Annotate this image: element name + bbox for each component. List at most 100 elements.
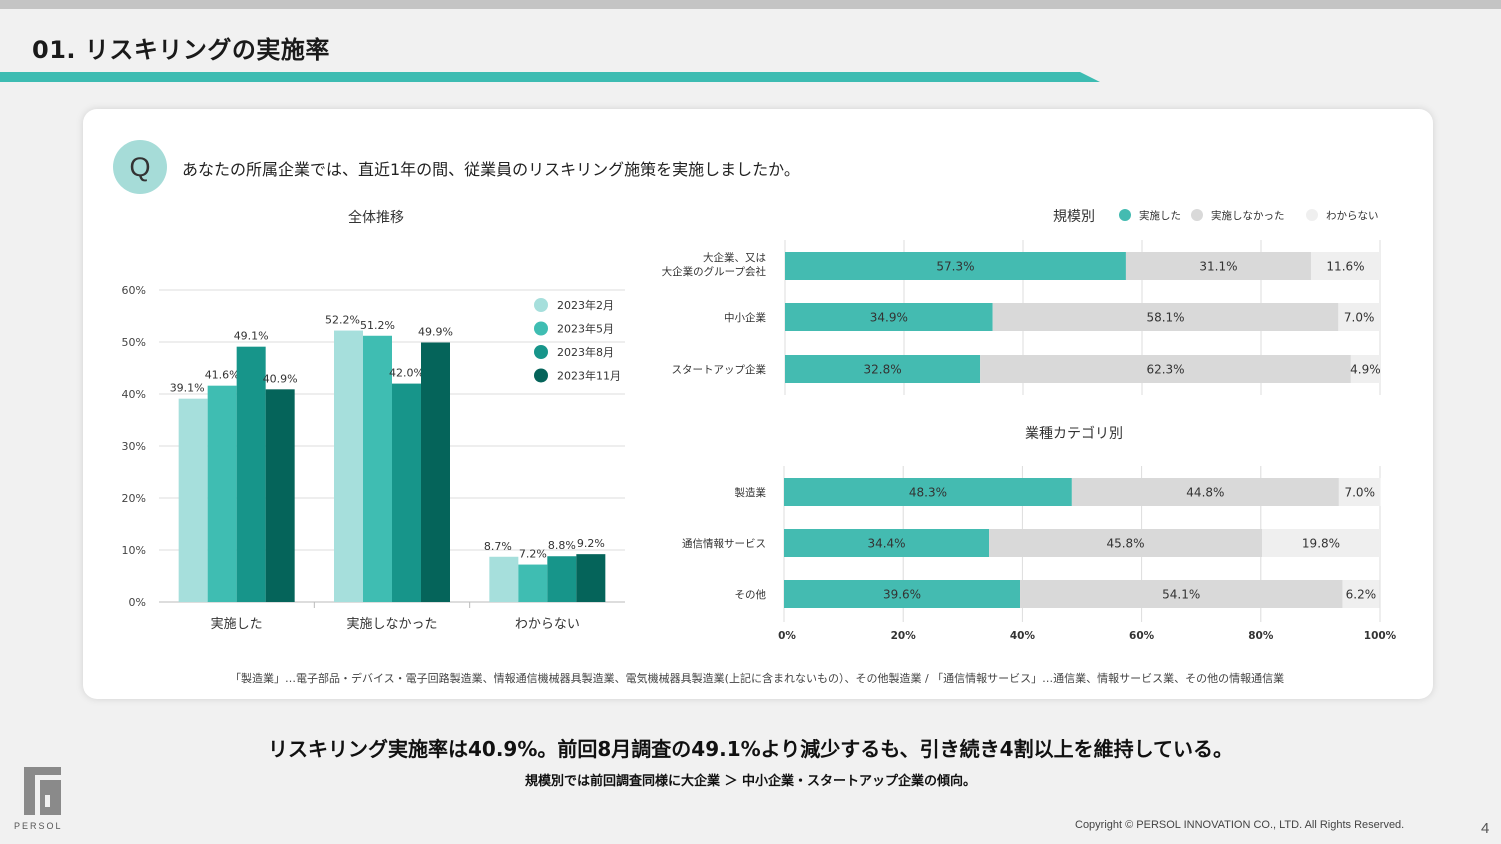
chart1-bar (392, 383, 421, 602)
chart1-data-label: 51.2% (360, 319, 395, 332)
chart1-ytick-label: 10% (122, 544, 146, 557)
chart1-data-label: 49.1% (234, 330, 269, 343)
chart1-ytick-label: 40% (122, 388, 146, 401)
chart1-ytick-label: 30% (122, 440, 146, 453)
chart1-bar (178, 398, 208, 602)
chart1-bar (334, 330, 363, 602)
chart2-category-label: 大企業のグループ会社 (662, 265, 767, 278)
chart3-category-label: 通信情報サービス (682, 537, 766, 550)
chart1-ytick-label: 60% (122, 284, 146, 297)
chart2-bar-segment (992, 303, 1339, 331)
chart1-bar (363, 335, 392, 602)
chart1-bar (265, 389, 295, 602)
chart1-bar (489, 556, 519, 602)
chart1-legend-marker (534, 368, 548, 383)
footnote: 「製造業」…電子部品・デバイス・電子回路製造業、情報通信機械器具製造業、電気機械… (230, 672, 1285, 685)
chart1-bar (236, 346, 266, 602)
chart3-data-label: 6.2% (1346, 588, 1377, 602)
chart2-legend-marker (1191, 209, 1203, 221)
chart1-ytick-label: 0% (129, 596, 146, 609)
chart1-data-label: 9.2% (577, 537, 605, 550)
chart3-bar-segment (1261, 529, 1380, 557)
chart1-data-label: 49.9% (418, 326, 453, 339)
chart3-xtick-label: 80% (1248, 630, 1274, 642)
chart1-bar (547, 556, 577, 602)
chart1-data-label: 41.6% (205, 369, 240, 382)
chart2-data-label: 62.3% (1146, 363, 1184, 377)
chart1-bar (421, 342, 450, 602)
chart2-data-label: 7.0% (1344, 311, 1375, 325)
chart3-data-label: 48.3% (909, 486, 947, 500)
question-text: あなたの所属企業では、直近1年の間、従業員のリスキリング施策を実施しましたか。 (182, 160, 800, 179)
chart2-data-label: 58.1% (1146, 311, 1184, 325)
chart2-bar-segment (785, 303, 993, 331)
chart3-data-label: 7.0% (1344, 486, 1375, 500)
persol-logo-icon (24, 767, 61, 815)
chart3-data-label: 44.8% (1186, 486, 1224, 500)
chart3-bar-segment (1338, 478, 1381, 506)
chart2-bar-segment (785, 252, 1126, 280)
chart3-data-label: 45.8% (1106, 537, 1144, 551)
chart1-legend-label: 2023年8月 (557, 345, 614, 359)
chart2-bar-segment (785, 355, 981, 383)
page-number: 4 (1481, 820, 1490, 837)
chart1-bar (576, 554, 606, 602)
chart3-data-label: 19.8% (1302, 537, 1340, 551)
chart1-legend-label: 2023年11月 (557, 369, 621, 383)
chart2-category-label: スタートアップ企業 (672, 363, 767, 376)
chart2-bar-segment (1350, 355, 1380, 383)
chart2-bar-segment (1338, 303, 1380, 331)
chart3-title: 業種カテゴリ別 (1025, 425, 1123, 442)
chart1-legend-marker (534, 321, 548, 336)
chart1-data-label: 8.7% (484, 540, 512, 553)
chart1-category-label: 実施した (211, 616, 263, 632)
chart1-category-label: わからない (515, 617, 580, 632)
title-underline (0, 72, 1100, 82)
chart2-bar-segment (1125, 252, 1311, 280)
chart2-bar-segment (980, 355, 1351, 383)
chart2-data-label: 4.9% (1350, 363, 1381, 377)
chart3-category-label: 製造業 (735, 486, 767, 499)
chart2-bar-segment (1310, 252, 1380, 280)
chart3-bar-segment (784, 529, 990, 557)
chart3-xtick-label: 20% (891, 630, 917, 642)
chart2-category-label: 大企業、又は (703, 251, 766, 264)
chart3-xtick-label: 100% (1364, 630, 1397, 642)
chart3-bar-segment (989, 529, 1262, 557)
chart3-bar-segment (784, 580, 1021, 608)
chart3-data-label: 34.4% (867, 537, 905, 551)
chart1-legend-label: 2023年5月 (557, 322, 614, 336)
chart3-data-label: 39.6% (883, 588, 921, 602)
chart1-data-label: 7.2% (519, 548, 547, 561)
chart1-title: 全体推移 (348, 209, 404, 226)
chart1-ytick-label: 20% (122, 492, 146, 505)
chart1-legend-label: 2023年2月 (557, 298, 614, 312)
chart1-data-label: 52.2% (325, 314, 360, 327)
chart1-data-label: 40.9% (263, 372, 298, 385)
copyright: Copyright © PERSOL INNOVATION CO., LTD. … (1075, 819, 1405, 831)
chart1-ytick-label: 50% (122, 336, 146, 349)
logo-text: PERSOL (14, 821, 63, 831)
chart2-legend-label: 実施した (1139, 209, 1181, 222)
chart1-data-label: 39.1% (170, 382, 205, 395)
top-bar (0, 0, 1501, 9)
chart2-data-label: 32.8% (864, 363, 902, 377)
chart2-legend-label: わからない (1326, 210, 1379, 222)
chart1-data-label: 42.0% (389, 367, 424, 380)
chart2-data-label: 57.3% (936, 260, 974, 274)
chart3-bar-segment (784, 478, 1072, 506)
chart2-category-label: 中小企業 (724, 311, 766, 324)
chart3-bar-segment (1071, 478, 1339, 506)
chart2-legend-marker (1306, 209, 1318, 221)
chart1-bar (518, 564, 548, 602)
chart1-bar (207, 385, 237, 602)
chart3-bar-segment (1342, 580, 1380, 608)
sub-summary-text: 規模別では前回調査同様に大企業 ＞ 中小企業・スタートアップ企業の傾向。 (524, 774, 977, 789)
chart1-legend-marker (534, 298, 548, 312)
chart3-xtick-label: 0% (778, 630, 796, 642)
chart3-bar-segment (1020, 580, 1343, 608)
chart2-legend-label: 実施しなかった (1211, 209, 1285, 222)
summary-text: リスキリング実施率は40.9%。前回8月調査の49.1%より減少するも、引き続き… (267, 737, 1233, 761)
chart3-data-label: 54.1% (1162, 588, 1200, 602)
chart2-data-label: 11.6% (1326, 260, 1364, 274)
